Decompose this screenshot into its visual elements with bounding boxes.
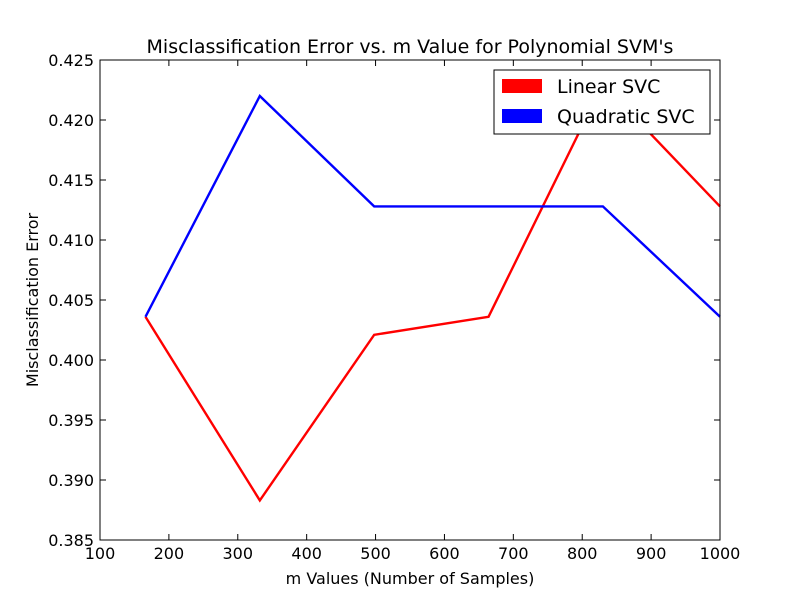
y-axis-ticks: 0.385 0.390 0.395 0.400 0.405 0.410 0.415 0.420…	[48, 51, 720, 550]
x-tick-label: 600	[429, 544, 460, 563]
y-tick-label: 0.425	[48, 51, 94, 70]
x-tick-label: 800	[567, 544, 598, 563]
y-tick-label: 0.420	[48, 111, 94, 130]
legend-label-quadratic-svc: Quadratic SVC	[557, 106, 695, 128]
series-line-quadratic-svc	[144, 94, 721, 318]
y-tick-label: 0.415	[48, 171, 94, 190]
y-tick-label: 0.410	[48, 231, 94, 250]
series-layer	[144, 81, 721, 503]
y-tick-label: 0.405	[48, 291, 94, 310]
y-tick-label: 0.390	[48, 471, 94, 490]
x-tick-label: 1000	[700, 544, 741, 563]
x-tick-label: 400	[291, 544, 322, 563]
x-tick-label: 300	[223, 544, 254, 563]
x-tick-label: 900	[636, 544, 667, 563]
legend-swatch-linear-svc	[502, 79, 542, 93]
y-axis-label: Misclassification Error	[23, 213, 42, 388]
legend-label-linear-svc: Linear SVC	[557, 76, 660, 98]
x-axis-ticks: 100 200 300 400 500 600 700 800 900 1000	[85, 60, 741, 563]
x-tick-label: 700	[498, 544, 529, 563]
y-tick-label: 0.400	[48, 351, 94, 370]
x-tick-label: 200	[154, 544, 185, 563]
legend: Linear SVC Quadratic SVC	[493, 69, 711, 135]
x-tick-label: 100	[85, 544, 116, 563]
y-tick-label: 0.395	[48, 411, 94, 430]
y-tick-label: 0.385	[48, 531, 94, 550]
x-tick-label: 500	[360, 544, 391, 563]
series-line-linear-svc	[144, 81, 721, 503]
legend-swatch-quadratic-svc	[502, 109, 542, 123]
x-axis-label: m Values (Number of Samples)	[286, 569, 535, 588]
chart-title: Misclassification Error vs. m Value for …	[147, 36, 674, 58]
